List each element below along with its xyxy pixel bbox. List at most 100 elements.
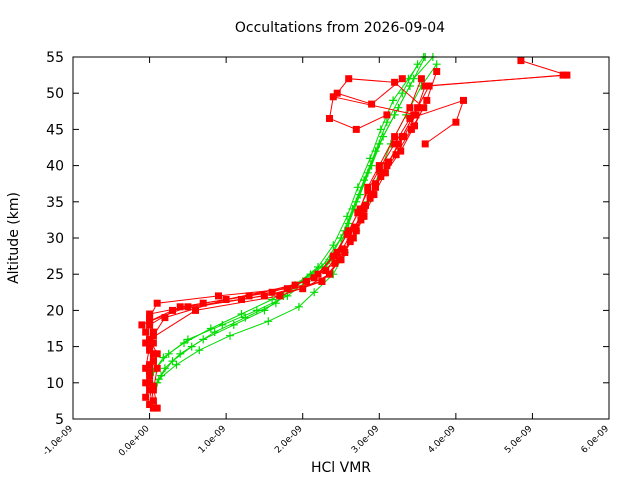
data-point-square bbox=[366, 194, 374, 202]
data-point-square bbox=[142, 328, 150, 336]
data-point-square bbox=[283, 285, 291, 293]
data-point-plus bbox=[187, 342, 196, 351]
y-tick-label: 30 bbox=[46, 231, 64, 247]
data-point-square bbox=[146, 346, 154, 354]
data-point-square bbox=[149, 357, 157, 365]
data-point-square bbox=[326, 270, 333, 278]
data-point-square bbox=[381, 169, 389, 177]
data-point-square bbox=[215, 292, 222, 300]
data-point-square bbox=[149, 404, 157, 412]
data-point-square bbox=[169, 306, 176, 314]
data-point-square bbox=[517, 57, 525, 65]
data-point-square bbox=[146, 368, 154, 376]
data-point-square bbox=[397, 147, 405, 155]
data-point-square bbox=[161, 314, 169, 322]
data-point-square bbox=[412, 111, 420, 119]
data-point-square bbox=[153, 364, 161, 372]
data-point-square bbox=[326, 115, 333, 122]
data-point-square bbox=[375, 162, 383, 170]
series-0-profile-0-line bbox=[156, 63, 419, 384]
data-point-square bbox=[153, 404, 161, 412]
data-point-square bbox=[375, 165, 383, 173]
data-point-plus bbox=[329, 241, 338, 250]
data-point-plus bbox=[376, 125, 385, 134]
data-point-square bbox=[149, 382, 157, 390]
data-point-square bbox=[383, 111, 391, 119]
data-point-square bbox=[346, 238, 354, 246]
data-point-square bbox=[343, 230, 351, 238]
data-point-square bbox=[146, 310, 154, 318]
data-point-square bbox=[138, 321, 146, 329]
data-point-square bbox=[460, 96, 467, 104]
data-point-square bbox=[329, 252, 337, 260]
data-point-square bbox=[360, 212, 368, 220]
data-point-plus bbox=[413, 60, 422, 69]
data-point-square bbox=[421, 82, 429, 90]
x-tick-label: 3.0e-09 bbox=[350, 424, 382, 456]
data-point-square bbox=[329, 93, 337, 101]
data-point-square bbox=[425, 82, 433, 90]
data-point-square bbox=[146, 401, 154, 408]
data-point-square bbox=[310, 274, 318, 282]
data-point-square bbox=[364, 183, 372, 191]
data-layer bbox=[138, 53, 571, 412]
data-point-square bbox=[245, 292, 253, 300]
data-point-square bbox=[276, 292, 284, 300]
y-tick-label: 10 bbox=[46, 376, 64, 392]
data-point-plus bbox=[210, 328, 219, 337]
series-1-profile-3-line bbox=[145, 99, 465, 398]
data-point-square bbox=[398, 75, 406, 83]
data-point-plus bbox=[398, 89, 407, 98]
data-point-square bbox=[149, 350, 157, 358]
data-point-square bbox=[336, 256, 343, 264]
data-point-square bbox=[356, 205, 364, 213]
series-1-profile-2-line bbox=[149, 74, 564, 409]
data-point-plus bbox=[206, 324, 215, 333]
data-point-square bbox=[452, 118, 460, 126]
data-point-square bbox=[411, 122, 418, 130]
data-point-square bbox=[146, 343, 154, 351]
data-point-square bbox=[407, 125, 415, 133]
data-point-square bbox=[433, 68, 441, 75]
data-point-square bbox=[333, 89, 341, 97]
data-point-square bbox=[149, 332, 157, 340]
series-1-profile-6-line bbox=[148, 71, 438, 401]
data-point-square bbox=[354, 209, 362, 217]
data-point-square bbox=[349, 234, 357, 242]
series-0-profile-1-line bbox=[160, 56, 426, 376]
data-point-square bbox=[142, 379, 150, 387]
data-point-square bbox=[406, 104, 414, 112]
data-point-square bbox=[352, 125, 360, 133]
y-tick-label: 45 bbox=[46, 122, 64, 138]
data-point-square bbox=[368, 100, 376, 108]
data-point-plus bbox=[432, 60, 441, 69]
data-point-square bbox=[153, 350, 161, 358]
data-point-square bbox=[268, 288, 276, 296]
data-point-plus bbox=[306, 270, 315, 279]
data-point-square bbox=[394, 140, 402, 148]
data-point-square bbox=[333, 249, 341, 256]
data-point-square bbox=[146, 379, 154, 387]
data-point-square bbox=[406, 115, 414, 122]
data-point-square bbox=[563, 71, 571, 79]
data-point-plus bbox=[271, 299, 280, 308]
x-tick-label: 6.0e-09 bbox=[580, 424, 612, 456]
data-point-square bbox=[149, 386, 157, 394]
data-point-square bbox=[385, 158, 392, 166]
x-tick-label: -1.0e-09 bbox=[41, 424, 75, 458]
data-point-square bbox=[400, 133, 408, 141]
data-point-plus bbox=[172, 360, 181, 369]
data-point-square bbox=[149, 339, 157, 347]
data-point-square bbox=[142, 339, 150, 347]
data-point-plus bbox=[294, 302, 303, 311]
y-axis: 5 10 15 20 25 30 35 40 45 50 55 bbox=[46, 50, 609, 428]
data-point-square bbox=[146, 317, 154, 325]
x-tick-label: 1.0e-09 bbox=[197, 424, 229, 456]
data-point-plus bbox=[379, 132, 388, 141]
data-point-square bbox=[362, 201, 369, 209]
data-point-plus bbox=[310, 288, 319, 297]
data-point-plus bbox=[218, 320, 227, 329]
data-point-plus bbox=[195, 346, 204, 355]
data-point-square bbox=[345, 75, 353, 83]
data-point-square bbox=[176, 303, 184, 311]
